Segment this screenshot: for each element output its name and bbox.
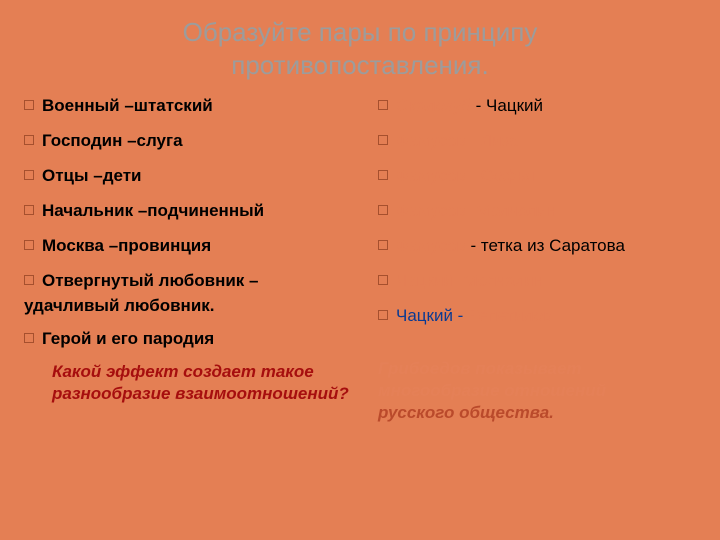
item-label: Отвергнутый любовник – (42, 270, 258, 293)
list-item: Начальник –подчиненный (14, 200, 352, 223)
bullet-icon (24, 170, 34, 180)
bullet-icon (378, 100, 388, 110)
slide-title: Образуйте пары по принципу противопостав… (12, 10, 708, 91)
item-label: Господин –слуга (42, 130, 183, 153)
conclusion-text: Грибоедов показывает многообразие отноше… (368, 358, 706, 424)
bullet-icon (24, 275, 34, 285)
item-label: Герой и его пародия (42, 328, 214, 351)
item-label: Фамусов - Лиза (396, 130, 519, 153)
item-label: Отцы –дети (42, 165, 142, 188)
item-label: Фамусов - Софья (396, 165, 535, 188)
bullet-icon (24, 135, 34, 145)
item-label: Москва –провинция (42, 235, 211, 258)
list-item: Отцы –дети (14, 165, 352, 188)
question-text: Какой эффект создает такое разнообразие … (14, 361, 352, 405)
left-column: Военный –штатский Господин –слуга Отцы –… (12, 91, 354, 528)
bullet-icon (24, 240, 34, 250)
columns-wrapper: Военный –штатский Господин –слуга Отцы –… (12, 91, 708, 528)
list-item: Отвергнутый любовник – (14, 270, 352, 293)
item-label: Скалозуб - Чацкий (396, 95, 543, 118)
bullet-icon (378, 205, 388, 215)
item-label: Военный –штатский (42, 95, 213, 118)
list-item: Фамусов - Лиза (368, 130, 706, 153)
list-item: Фамусов -Молчалин (368, 200, 706, 223)
item-label: Чацкий - Репетилов (396, 305, 552, 328)
bullet-icon (378, 135, 388, 145)
bullet-icon (24, 205, 34, 215)
list-item: Чацкий - Репетилов (368, 305, 706, 328)
bullet-icon (378, 275, 388, 285)
item-label: Начальник –подчиненный (42, 200, 264, 223)
list-item: Военный –штатский (14, 95, 352, 118)
item-continuation: удачливый любовник. (24, 295, 352, 318)
bullet-icon (24, 100, 34, 110)
bullet-icon (378, 170, 388, 180)
list-item: Скалозуб - Чацкий (368, 95, 706, 118)
item-label: Фамусов - тетка из Саратова (396, 235, 625, 258)
list-item: Фамусов - тетка из Саратова (368, 235, 706, 258)
list-item: Чацкий -Молчалин (368, 270, 706, 293)
list-item: Фамусов - Софья (368, 165, 706, 188)
item-label: Чацкий -Молчалин (396, 270, 543, 293)
list-item: Москва –провинция (14, 235, 352, 258)
right-column: Скалозуб - Чацкий Фамусов - Лиза Фамусов… (366, 91, 708, 528)
list-item: Герой и его пародия (14, 328, 352, 351)
bullet-icon (24, 333, 34, 343)
bullet-icon (378, 240, 388, 250)
slide-container: Образуйте пары по принципу противопостав… (0, 0, 720, 540)
bullet-icon (378, 310, 388, 320)
item-label: Фамусов -Молчалин (396, 200, 556, 223)
list-item: Господин –слуга (14, 130, 352, 153)
